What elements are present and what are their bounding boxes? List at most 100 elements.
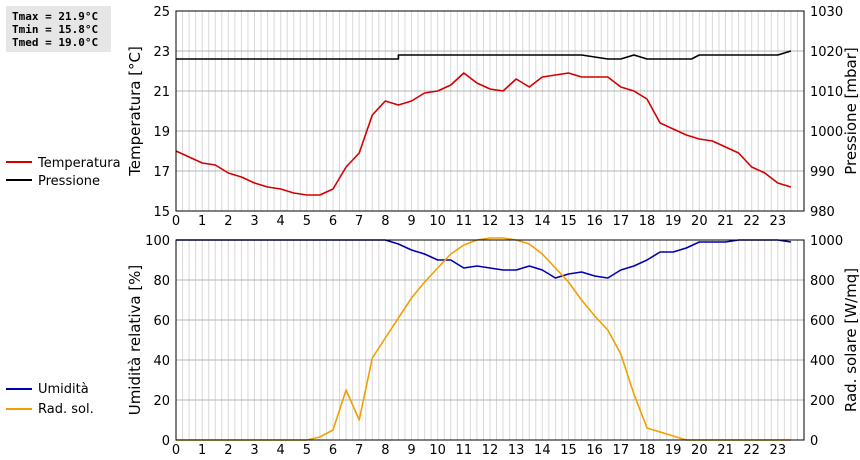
- top-plot-frame: [175, 10, 805, 212]
- bottom-y-right-tick-labels: 0 200 400 600 800 1000: [810, 234, 843, 449]
- bottom-series: [176, 237, 792, 441]
- bottom-x-tick-labels: 0 1 2 3 4 5 6 7 8 9 10 11 12 13 14 15 16 17 18 19 20 21 22 23: [172, 443, 786, 458]
- legend-umidita-label: Umidità: [38, 382, 89, 397]
- y-left-tick-label: 19: [153, 125, 170, 140]
- y-left-tick-label: 23: [153, 45, 170, 60]
- y-right-tick-label: 1000: [810, 234, 843, 249]
- x-tick-label: 13: [508, 443, 525, 458]
- y-left-tick-label: 15: [153, 205, 170, 220]
- x-tick-label: 15: [560, 443, 577, 458]
- y-left-tick-label: 20: [153, 394, 170, 409]
- x-tick-label: 23: [770, 214, 787, 229]
- x-tick-label: 4: [277, 443, 285, 458]
- y-left-tick-label: 21: [153, 85, 170, 100]
- x-tick-label: 6: [329, 214, 337, 229]
- y-left-tick-label: 0: [162, 434, 170, 449]
- x-tick-label: 7: [355, 214, 363, 229]
- x-tick-label: 12: [482, 443, 499, 458]
- top-grid: [176, 10, 804, 212]
- y-left-tick-label: 40: [153, 354, 170, 369]
- bottom-chart: 0 1 2 3 4 5 6 7 8 9 10 11 12 13 14 15 16 17 18 19 20 21 22 23 0…: [126, 234, 860, 458]
- x-tick-label: 5: [303, 214, 311, 229]
- x-tick-label: 1: [198, 443, 206, 458]
- y-right-tick-label: 400: [810, 354, 835, 369]
- y-right-tick-label: 1000: [810, 125, 843, 140]
- bottom-y-left-title: Umidità relativa [%]: [126, 265, 144, 416]
- series-line-temperatura: [175, 72, 792, 196]
- series-line-pressione: [176, 50, 792, 60]
- y-right-tick-label: 1020: [810, 45, 843, 60]
- x-tick-label: 3: [250, 214, 258, 229]
- x-tick-label: 23: [770, 443, 787, 458]
- y-right-tick-label: 200: [810, 394, 835, 409]
- x-tick-label: 0: [172, 214, 180, 229]
- x-tick-label: 13: [508, 214, 525, 229]
- x-tick-label: 15: [560, 214, 577, 229]
- x-tick-label: 14: [534, 214, 551, 229]
- x-tick-label: 8: [381, 214, 389, 229]
- legend-radiazione-label: Rad. sol.: [38, 402, 94, 417]
- x-tick-label: 21: [717, 443, 734, 458]
- y-right-tick-label: 0: [810, 434, 818, 449]
- stats-box: Tmax = 21.9°C Tmin = 15.8°C Tmed = 19.0°…: [6, 6, 111, 52]
- top-series: [175, 50, 792, 196]
- y-right-tick-label: 980: [810, 205, 835, 220]
- y-right-tick-label: 600: [810, 314, 835, 329]
- stats-tmed: Tmed = 19.0°C: [12, 36, 98, 49]
- x-tick-label: 11: [456, 443, 473, 458]
- y-left-tick-label: 80: [153, 274, 170, 289]
- x-tick-label: 4: [277, 214, 285, 229]
- x-tick-label: 22: [743, 443, 760, 458]
- legend-temperatura-label: Temperatura: [37, 156, 121, 171]
- top-y-right-title: Pressione [mbar]: [842, 47, 860, 175]
- y-right-tick-label: 1030: [810, 5, 843, 20]
- x-tick-label: 1: [198, 214, 206, 229]
- x-tick-label: 9: [407, 443, 415, 458]
- y-left-tick-label: 100: [145, 234, 170, 249]
- legend-pressione-label: Pressione: [38, 174, 100, 189]
- stats-tmin: Tmin = 15.8°C: [12, 23, 98, 36]
- x-tick-label: 18: [639, 214, 656, 229]
- top-y-right-tick-labels: 980 990 1000 1010 1020 1030: [810, 5, 843, 220]
- x-tick-label: 12: [482, 214, 499, 229]
- y-right-tick-label: 1010: [810, 85, 843, 100]
- x-tick-label: 11: [456, 214, 473, 229]
- x-tick-label: 21: [717, 214, 734, 229]
- y-left-tick-label: 17: [153, 165, 170, 180]
- series-line-umidita: [176, 239, 792, 279]
- x-tick-label: 6: [329, 443, 337, 458]
- x-tick-label: 9: [407, 214, 415, 229]
- x-tick-label: 14: [534, 443, 551, 458]
- top-legend: Temperatura Pressione: [6, 156, 121, 189]
- top-y-left-tick-labels: 15 17 19 21 23 25: [153, 5, 170, 220]
- bottom-y-right-title: Rad. solare [W/mq]: [842, 268, 860, 412]
- x-tick-label: 2: [224, 443, 232, 458]
- top-y-left-title: Temperatura [°C]: [126, 46, 144, 177]
- x-tick-label: 0: [172, 443, 180, 458]
- x-tick-label: 8: [381, 443, 389, 458]
- top-chart: 0 1 2 3 4 5 6 7 8 9 10 11 12 13 14 15 16 17 18 19 20 21 22 23 1…: [126, 5, 860, 229]
- y-right-tick-label: 800: [810, 274, 835, 289]
- y-left-tick-label: 25: [153, 5, 170, 20]
- x-tick-label: 17: [613, 214, 630, 229]
- x-tick-label: 19: [665, 443, 682, 458]
- x-tick-label: 7: [355, 443, 363, 458]
- y-left-tick-label: 60: [153, 314, 170, 329]
- x-tick-label: 16: [586, 214, 603, 229]
- series-line-radiazione: [176, 237, 791, 441]
- x-tick-label: 16: [586, 443, 603, 458]
- x-tick-label: 17: [613, 443, 630, 458]
- x-tick-label: 2: [224, 214, 232, 229]
- x-tick-label: 3: [250, 443, 258, 458]
- y-right-tick-label: 990: [810, 165, 835, 180]
- x-tick-label: 18: [639, 443, 656, 458]
- stats-box-background: [6, 6, 111, 52]
- bottom-legend: Umidità Rad. sol.: [6, 382, 94, 417]
- x-tick-label: 20: [691, 214, 708, 229]
- bottom-plot-frame: [175, 239, 805, 441]
- x-tick-label: 10: [429, 443, 446, 458]
- x-tick-label: 19: [665, 214, 682, 229]
- stats-tmax: Tmax = 21.9°C: [12, 10, 98, 23]
- bottom-y-left-tick-labels: 0 20 40 60 80 100: [145, 234, 170, 449]
